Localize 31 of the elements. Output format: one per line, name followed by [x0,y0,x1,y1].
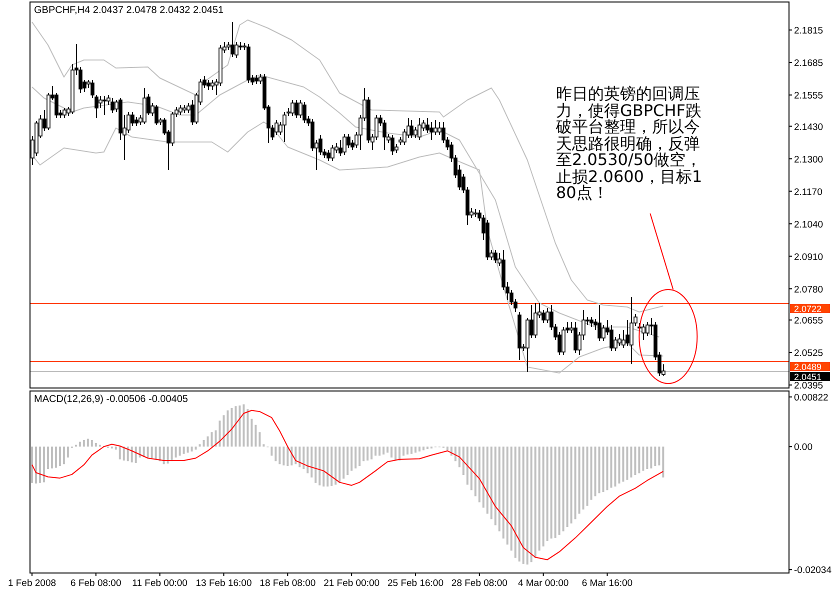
y-tick-label: 2.0910 [794,252,824,263]
y-tick-label: 0.00 [794,442,812,454]
y-tick-label: 2.1300 [794,154,824,166]
x-tick-label: 11 Feb 00:00 [132,578,188,589]
y-tick-label: -0.02034 [794,565,832,576]
y-tick-label: 0.00822 [794,392,828,404]
y-tick-label: 2.1555 [794,90,824,102]
x-tick-label: 4 Mar 00:00 [518,578,569,589]
ref-line-label: 2.0451 [794,372,822,382]
x-tick-label: 6 Feb 08:00 [70,578,122,589]
x-tick-label: 13 Feb 16:00 [196,578,252,589]
x-tick-label: 25 Feb 16:00 [387,578,444,589]
chart-title: MACD(12,26,9) -0.00506 -0.00405 [34,394,188,405]
y-tick-label: 2.1040 [794,219,824,230]
x-tick-label: 28 Feb 08:00 [451,578,508,589]
ref-line-label: 2.0722 [794,304,822,314]
annotation: 昨日的英镑的回调压力，使得GBPCHF跌破平台整理，所以今天思路很明确，反弹至2.0530/50做空，止损2.0600，目标180点！ [556,84,704,202]
y-tick-label: 2.0525 [794,348,824,359]
x-tick-label: 18 Feb 08:00 [260,578,316,589]
y-tick-label: 2.0780 [794,284,824,296]
chart-title: GBPCHF,H4 2.0437 2.0478 2.0432 2.0451 [34,5,224,16]
y-tick-label: 2.1685 [794,58,824,69]
x-tick-label: 21 Feb 00:00 [324,578,380,589]
ref-line-label: 2.0489 [794,362,822,372]
y-tick-label: 2.0655 [794,316,824,326]
x-tick-label: 1 Feb 2008 [8,578,56,589]
y-tick-label: 2.0395 [794,380,824,392]
y-tick-label: 2.1170 [794,186,822,198]
y-tick-label: 2.1430 [794,122,824,133]
x-tick-label: 6 Mar 16:00 [582,578,633,589]
y-tick-label: 2.1815 [794,26,824,36]
